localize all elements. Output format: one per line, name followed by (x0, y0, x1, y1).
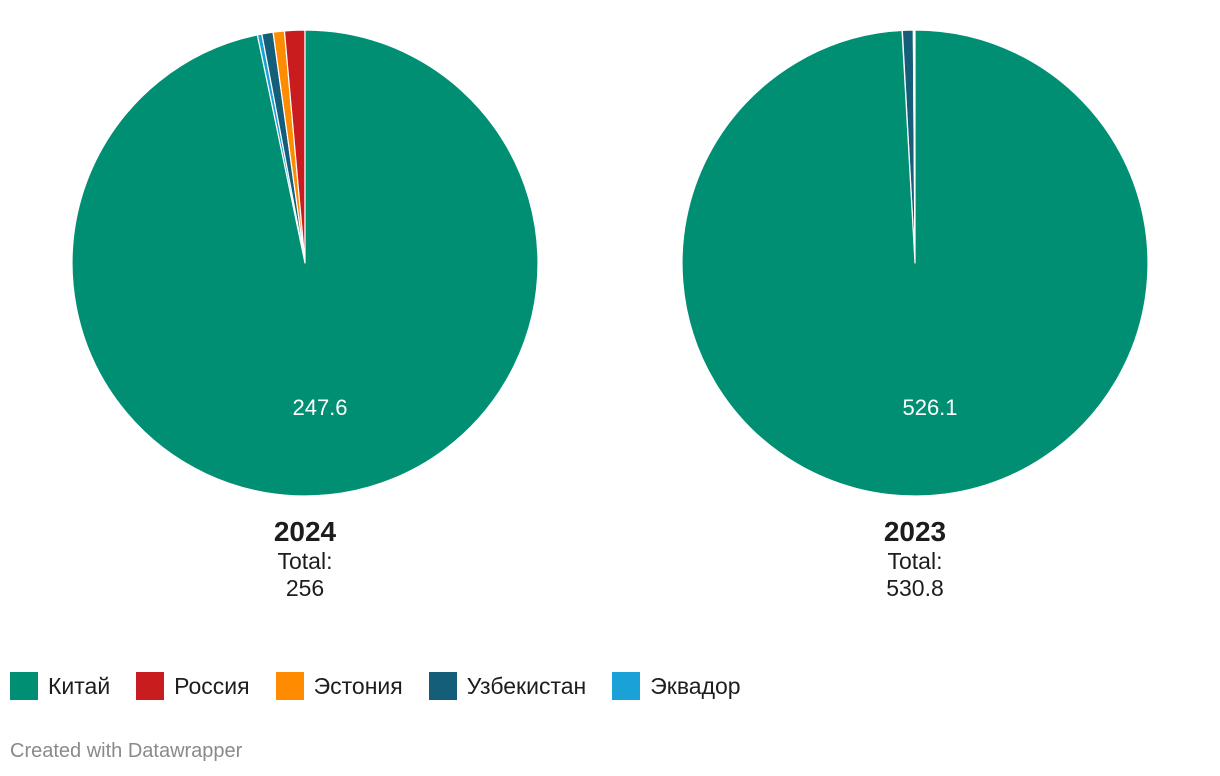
pie-2024-group: 247.6 (71, 29, 539, 497)
footer-credit[interactable]: Created with Datawrapper (10, 740, 243, 762)
legend-swatch-china (10, 672, 38, 700)
legend-item-estonia[interactable]: Эстония (275, 672, 403, 700)
legend-swatch-estonia (275, 672, 304, 700)
pie-2023-total-label: Total: (887, 548, 943, 574)
pie-2024-caption: 2024 Total: 256 (155, 516, 455, 602)
legend-swatch-uzbekistan (428, 672, 457, 700)
pie-2023-total-value: 530.8 (886, 575, 944, 601)
legend-swatch-ecuador (612, 672, 641, 700)
pie-2024-title: 2024 (273, 516, 337, 547)
pie-2024-slice-0[interactable] (71, 29, 539, 497)
legend-item-china[interactable]: Китай (10, 672, 110, 700)
pie-2023-title: 2023 (883, 516, 947, 547)
legend-item-russia[interactable]: Россия (136, 672, 250, 700)
pie-2023-group: 526.1 (681, 29, 1149, 497)
pie-2024-total-value: 256 (285, 575, 325, 601)
legend-swatch-russia (136, 672, 165, 700)
pie-2024-total-label: Total: (277, 548, 333, 574)
pie-2023-value-label-0: 526.1 (902, 395, 957, 420)
legend-label-estonia: Эстония (313, 672, 403, 699)
pie-charts-canvas: 247.6 526.1 (71, 29, 1149, 497)
legend-label-china: Китай (48, 672, 111, 699)
pie-2024-value-label-0: 247.6 (292, 395, 347, 420)
legend: Китай Россия Эстония Узбекистан Эквадор (10, 670, 767, 702)
pie-2023-caption: 2023 Total: 530.8 (765, 516, 1065, 602)
legend-label-russia: Россия (174, 672, 250, 699)
pie-2023-slice-0[interactable] (681, 29, 1149, 497)
legend-item-uzbekistan[interactable]: Узбекистан (428, 672, 587, 700)
legend-label-ecuador: Эквадор (650, 672, 741, 699)
legend-label-uzbekistan: Узбекистан (466, 672, 587, 699)
legend-item-ecuador[interactable]: Эквадор (612, 672, 741, 700)
